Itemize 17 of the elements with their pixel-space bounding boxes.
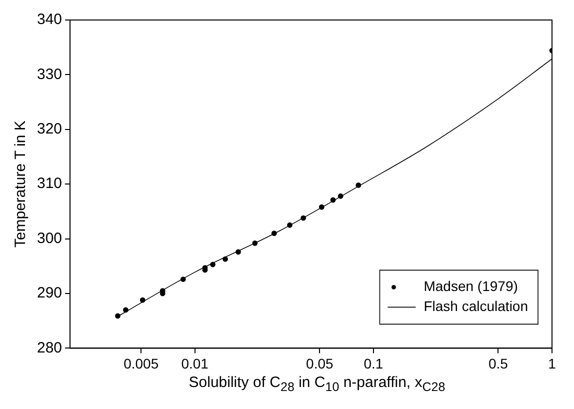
y-tick-label: 280 <box>36 339 62 356</box>
y-tick-label: 330 <box>36 66 62 83</box>
legend-label: Flash calculation <box>424 298 528 314</box>
x-tick-label: 0.1 <box>364 355 384 372</box>
x-tick-label: 0.01 <box>181 355 209 372</box>
y-tick-label: 300 <box>36 230 62 247</box>
y-tick-label: 340 <box>36 11 62 28</box>
x-tick-label: 1 <box>548 355 556 372</box>
y-axis-title: Temperature T in K <box>12 120 30 248</box>
y-tick-label: 310 <box>36 175 62 192</box>
y-tick-label: 290 <box>36 284 62 302</box>
legend-label: Madsen (1979) <box>424 278 518 294</box>
y-tick-label: 320 <box>36 120 62 138</box>
x-axis-title: Solubility of C$_{28}$ in C$_{10}$ n-paraffin, x$_{C28}$ <box>188 374 446 394</box>
x-tick-label: 0.05 <box>306 355 334 372</box>
x-tick-label: 0.005 <box>124 355 159 372</box>
x-tick-label: 0.5 <box>488 355 508 372</box>
